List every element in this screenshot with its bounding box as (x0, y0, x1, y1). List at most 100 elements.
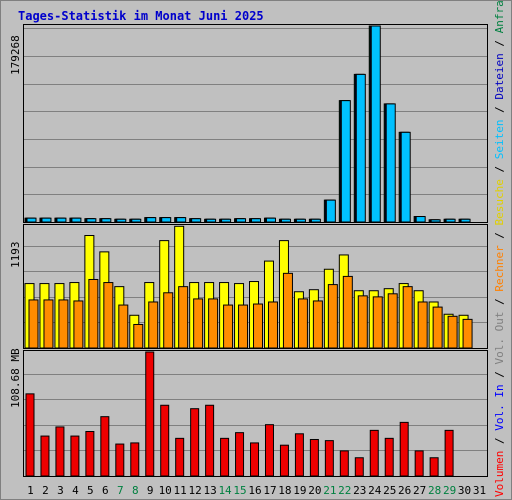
bar-volume-volumen-day-26 (399, 421, 409, 477)
bar-volume-volumen-day-9 (145, 351, 155, 477)
x-tick-label-day-2: 2 (42, 484, 49, 497)
legend-seiten: Seiten (493, 119, 506, 159)
bar-visitors-rechner-day-12 (193, 298, 204, 349)
bar-traffic-seiten-day-16 (251, 218, 262, 223)
bar-traffic-seiten-day-6 (101, 218, 112, 223)
x-tick-label-day-13: 13 (203, 484, 216, 497)
bar-visitors-rechner-day-14 (223, 304, 234, 349)
bar-volume-volumen-day-15 (235, 432, 245, 477)
x-tick-label-day-30: 30 (458, 484, 471, 497)
bar-visitors-rechner-day-19 (297, 298, 308, 349)
bar-traffic-seiten-day-12 (191, 218, 202, 223)
bar-visitors-rechner-day-17 (267, 301, 278, 349)
bar-traffic-seiten-day-30 (460, 218, 471, 223)
legend-vol-in: Vol. In (493, 384, 506, 430)
x-tick-label-day-9: 9 (147, 484, 154, 497)
x-tick-label-day-3: 3 (57, 484, 64, 497)
bar-visitors-rechner-day-24 (372, 296, 383, 349)
bar-traffic-seiten-day-10 (161, 217, 172, 223)
x-tick-label-day-5: 5 (87, 484, 94, 497)
bar-visitors-rechner-day-13 (208, 298, 219, 349)
x-tick-label-day-6: 6 (102, 484, 109, 497)
x-tick-label-day-28: 28 (428, 484, 441, 497)
bar-traffic-seiten-day-3 (56, 217, 67, 223)
x-tick-label-day-14: 14 (218, 484, 232, 497)
bar-visitors-rechner-day-23 (357, 295, 368, 349)
x-axis-labels: 1 2 3 4 5 6 7 8 9 10 11 12 13 14 15 16 17 18 19 20 21 22 23 24 2… (27, 484, 486, 497)
x-tick-label-day-8: 8 (132, 484, 139, 497)
x-tick-label-day-23: 23 (353, 484, 366, 497)
data-bars (24, 25, 473, 477)
bar-traffic-seiten-day-19 (295, 218, 306, 223)
bar-volume-volumen-day-16 (250, 442, 260, 477)
bar-visitors-rechner-day-22 (342, 275, 353, 349)
bar-traffic-seiten-day-27 (415, 216, 426, 223)
bar-traffic-seiten-day-1 (26, 217, 37, 223)
x-tick-label-day-29: 29 (443, 484, 456, 497)
bar-traffic-seiten-day-28 (430, 219, 441, 223)
x-tick-label-day-22: 22 (338, 484, 351, 497)
legend-dateien: Dateien (493, 53, 506, 99)
bar-volume-volumen-day-28 (429, 457, 439, 477)
bar-visitors-rechner-day-7 (118, 304, 129, 349)
bar-volume-volumen-day-5 (85, 431, 95, 477)
bar-visitors-rechner-day-29 (447, 315, 458, 349)
x-tick-label-day-31: 31 (473, 484, 486, 497)
bar-visitors-rechner-day-8 (133, 323, 144, 349)
traffic-max-label: 179268 (9, 35, 22, 75)
bar-visitors-rechner-day-18 (282, 272, 293, 349)
volume-max-label: 108.68 MB (9, 348, 22, 408)
x-tick-label-day-25: 25 (383, 484, 396, 497)
bar-volume-volumen-day-25 (384, 437, 394, 477)
bar-traffic-seiten-day-8 (131, 218, 142, 223)
bar-traffic-seiten-day-20 (310, 218, 321, 223)
bar-traffic-seiten-day-26 (400, 131, 411, 223)
bar-visitors-rechner-day-5 (88, 278, 99, 349)
bar-traffic-seiten-day-11 (176, 217, 187, 223)
bar-volume-volumen-day-3 (55, 426, 65, 477)
bar-traffic-seiten-day-25 (385, 103, 396, 223)
x-tick-label-day-7: 7 (117, 484, 124, 497)
bar-traffic-seiten-day-22 (340, 100, 351, 223)
bar-visitors-rechner-day-16 (253, 303, 264, 349)
x-tick-label-day-1: 1 (27, 484, 34, 497)
bar-volume-volumen-day-6 (100, 416, 110, 477)
bar-traffic-seiten-day-9 (146, 217, 157, 223)
bar-visitors-rechner-day-21 (327, 284, 338, 349)
bar-visitors-rechner-day-6 (103, 282, 114, 349)
x-tick-label-day-19: 19 (293, 484, 306, 497)
legend: Volumen / Vol. In / Vol. Out / Rechner /… (493, 0, 506, 497)
bar-traffic-seiten-day-29 (445, 218, 456, 223)
bar-volume-volumen-day-29 (444, 429, 454, 477)
x-tick-label-day-10: 10 (159, 484, 172, 497)
bar-volume-volumen-day-1 (25, 393, 35, 477)
bar-volume-volumen-day-22 (339, 450, 349, 477)
x-tick-label-day-20: 20 (308, 484, 321, 497)
chart-title: Tages-Statistik im Monat Juni 2025 (18, 9, 264, 23)
bar-volume-volumen-day-14 (220, 437, 230, 477)
bar-visitors-rechner-day-1 (28, 299, 39, 349)
bar-volume-volumen-day-23 (354, 457, 364, 477)
bar-volume-volumen-day-17 (264, 424, 274, 477)
bar-traffic-seiten-day-2 (41, 217, 52, 223)
bar-volume-volumen-day-21 (324, 440, 334, 477)
bar-visitors-rechner-day-20 (312, 300, 323, 349)
bar-traffic-seiten-day-7 (116, 218, 127, 223)
x-tick-label-day-4: 4 (72, 484, 79, 497)
x-tick-label-day-15: 15 (233, 484, 246, 497)
x-tick-label-day-16: 16 (248, 484, 261, 497)
bar-visitors-rechner-day-3 (58, 299, 69, 349)
bar-volume-volumen-day-20 (309, 438, 319, 477)
bar-traffic-seiten-day-23 (355, 73, 366, 223)
bar-volume-volumen-day-10 (160, 404, 170, 477)
bar-visitors-rechner-day-4 (73, 300, 84, 349)
legend-volumen: Volumen (493, 451, 506, 497)
bar-traffic-seiten-day-4 (71, 217, 82, 223)
bar-traffic-seiten-day-5 (86, 218, 97, 223)
bar-visitors-rechner-day-15 (238, 304, 249, 349)
bar-visitors-rechner-day-28 (432, 306, 443, 349)
legend-anfragen: Anfragen (493, 0, 506, 33)
bar-volume-volumen-day-18 (279, 444, 289, 477)
legend-rechner: Rechner (493, 245, 506, 292)
